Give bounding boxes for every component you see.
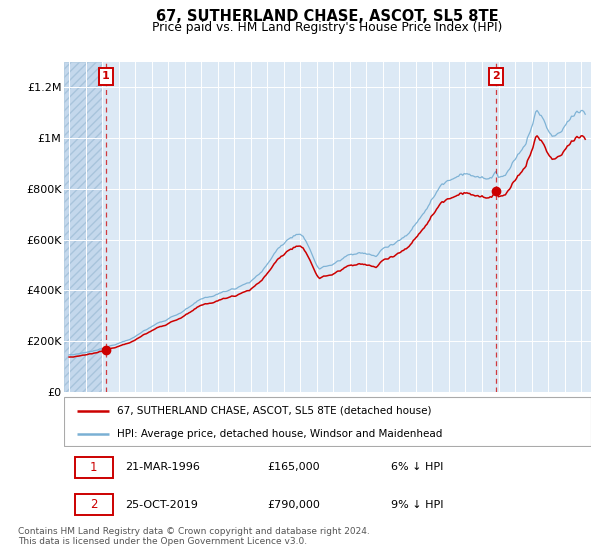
Text: 2: 2	[491, 72, 499, 81]
FancyBboxPatch shape	[75, 457, 113, 478]
Text: 1: 1	[90, 461, 97, 474]
Text: Contains HM Land Registry data © Crown copyright and database right 2024.
This d: Contains HM Land Registry data © Crown c…	[18, 527, 370, 547]
Text: 6% ↓ HPI: 6% ↓ HPI	[391, 463, 443, 473]
Bar	[64, 62, 102, 392]
Text: £790,000: £790,000	[267, 500, 320, 510]
FancyBboxPatch shape	[75, 494, 113, 515]
Text: Price paid vs. HM Land Registry's House Price Index (HPI): Price paid vs. HM Land Registry's House …	[152, 21, 503, 34]
Text: 67, SUTHERLAND CHASE, ASCOT, SL5 8TE: 67, SUTHERLAND CHASE, ASCOT, SL5 8TE	[156, 9, 499, 24]
Text: HPI: Average price, detached house, Windsor and Maidenhead: HPI: Average price, detached house, Wind…	[117, 429, 442, 439]
FancyBboxPatch shape	[64, 398, 591, 446]
Text: 67, SUTHERLAND CHASE, ASCOT, SL5 8TE (detached house): 67, SUTHERLAND CHASE, ASCOT, SL5 8TE (de…	[117, 405, 431, 416]
Text: 2: 2	[90, 498, 97, 511]
Text: 25-OCT-2019: 25-OCT-2019	[125, 500, 197, 510]
Text: 1: 1	[102, 72, 110, 81]
Text: £165,000: £165,000	[267, 463, 320, 473]
Text: 9% ↓ HPI: 9% ↓ HPI	[391, 500, 443, 510]
Text: 21-MAR-1996: 21-MAR-1996	[125, 463, 200, 473]
